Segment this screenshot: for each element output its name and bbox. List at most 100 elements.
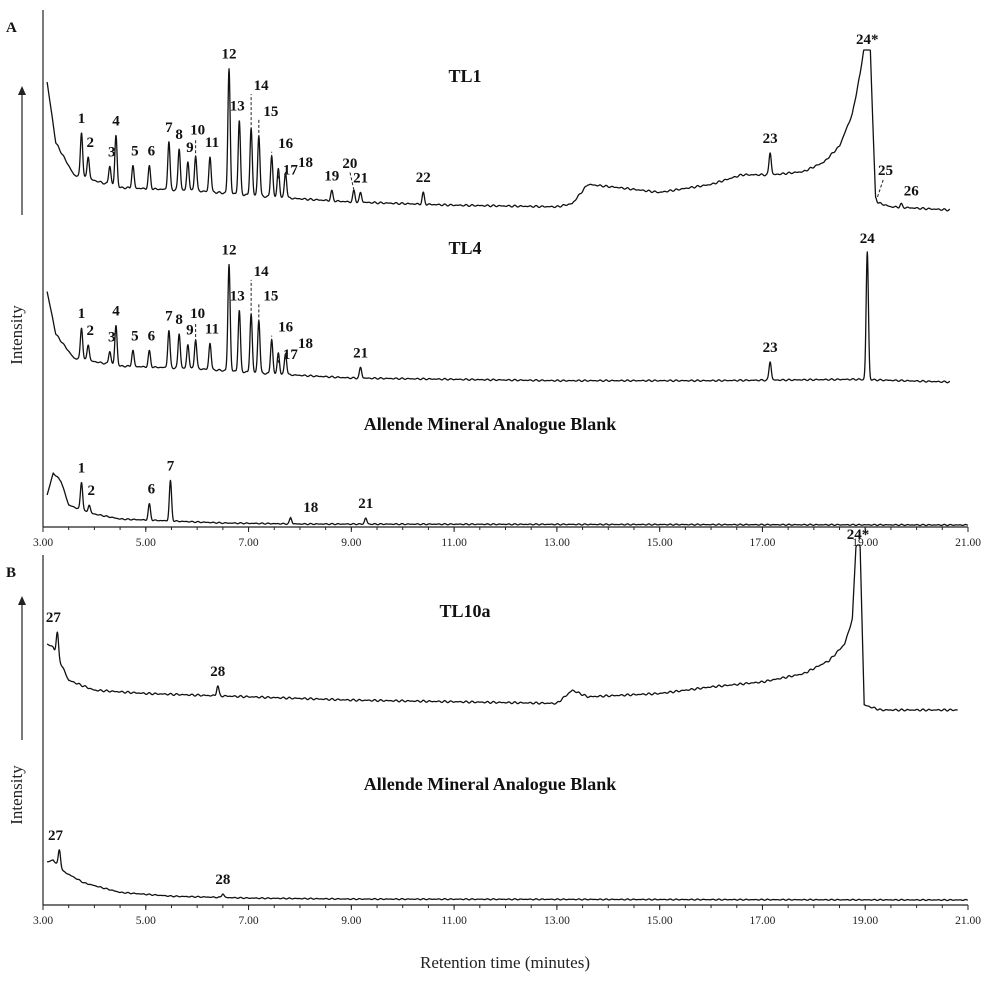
- peak-label: 24: [860, 231, 876, 247]
- peak-label: 24*: [847, 527, 870, 543]
- chromatogram-line: [46, 849, 969, 902]
- y-axis-title: Intensity: [7, 765, 26, 825]
- peak-label: 15: [263, 288, 278, 304]
- x-tick-label: 3.00: [33, 915, 53, 927]
- peak-label: 3: [108, 144, 116, 160]
- peak-label: 7: [165, 309, 173, 325]
- chromatogram-line: [46, 472, 969, 527]
- peak-label: 28: [210, 664, 225, 680]
- peak-label: 25: [878, 163, 893, 179]
- peak-leader-line: [877, 178, 884, 198]
- peak-label: 8: [175, 312, 183, 328]
- peak-label: 20: [342, 156, 357, 172]
- x-tick-label: 9.00: [341, 537, 361, 549]
- x-tick-label: 13.00: [544, 537, 570, 549]
- x-tick-label: 15.00: [647, 915, 673, 927]
- trace-tl10a: TL10a 27 28 24*: [46, 527, 958, 712]
- x-axis-title: Retention time (minutes): [420, 953, 590, 972]
- peak-label: 1: [78, 460, 86, 476]
- peak-label: 1: [78, 306, 86, 322]
- peak-label: 27: [46, 610, 62, 626]
- peak-label: 16: [278, 320, 294, 336]
- peak-label: 17: [283, 163, 299, 179]
- x-tick-label: 19.00: [852, 537, 878, 549]
- peak-label: 7: [167, 458, 175, 474]
- peak-label: 16: [278, 136, 294, 152]
- x-tick-label: 7.00: [238, 915, 258, 927]
- trace-title: Allende Mineral Analogue Blank: [364, 774, 617, 794]
- peak-label: 8: [175, 127, 183, 143]
- peak-label: 23: [763, 340, 778, 356]
- intensity-arrow-head: [18, 86, 26, 95]
- peak-label: 11: [205, 321, 219, 337]
- peak-label: 6: [148, 328, 156, 344]
- x-tick-label: 19.00: [852, 915, 878, 927]
- peak-label: 26: [904, 183, 920, 199]
- chromatogram-line: [46, 49, 951, 212]
- peak-label: 2: [88, 483, 96, 499]
- peak-label: 18: [298, 336, 313, 352]
- peak-label: 6: [148, 482, 156, 498]
- peak-label: 19: [324, 168, 339, 184]
- x-tick-label: 5.00: [136, 915, 156, 927]
- panel-a: 3.00 5.00 7.00 9.00 11.00 13.00 15.00 17.00 19.0…: [6, 10, 981, 549]
- peak-label: 13: [230, 288, 245, 304]
- peak-label: 21: [353, 345, 368, 361]
- peak-label: 18: [303, 500, 318, 516]
- peak-label: 11: [205, 135, 219, 151]
- trace-allende-mineral-analogue-blank: Allende Mineral Analogue Blank 12 67 18 21: [46, 414, 969, 527]
- trace-title: Allende Mineral Analogue Blank: [364, 414, 617, 434]
- peak-label: 18: [298, 155, 313, 171]
- trace-title: TL4: [448, 238, 481, 258]
- peak-label: 14: [254, 264, 270, 280]
- peak-label: 13: [230, 99, 245, 115]
- chromatogram-line: [46, 544, 958, 712]
- peak-label: 5: [131, 143, 139, 159]
- chromatogram-line: [46, 251, 951, 384]
- peak-label: 9: [186, 140, 194, 156]
- peak-label: 1: [78, 111, 86, 127]
- peak-label: 2: [86, 323, 94, 339]
- panel-letter: B: [6, 565, 16, 581]
- peak-label: 7: [165, 120, 173, 136]
- peak-label: 15: [263, 104, 278, 120]
- y-axis-title: Intensity: [7, 305, 26, 365]
- peak-leader-line: [349, 171, 355, 191]
- peak-label: 10: [190, 306, 205, 322]
- trace-title: TL1: [448, 66, 481, 86]
- peak-label: 21: [353, 170, 368, 186]
- panel-letter: A: [6, 20, 17, 36]
- peak-label: 12: [222, 47, 237, 63]
- x-tick-label: 21.00: [955, 915, 981, 927]
- intensity-arrow-head: [18, 596, 26, 605]
- x-tick-label: 7.00: [238, 537, 258, 549]
- x-tick-label: 11.00: [441, 915, 467, 927]
- x-tick-label: 5.00: [136, 537, 156, 549]
- x-tick-label: 9.00: [341, 915, 361, 927]
- peak-label: 6: [148, 143, 156, 159]
- x-tick-label: 3.00: [33, 537, 53, 549]
- peak-label: 3: [108, 330, 116, 346]
- x-tick-label: 21.00: [955, 537, 981, 549]
- peak-label: 5: [131, 328, 139, 344]
- peak-label: 12: [222, 243, 237, 259]
- peak-label: 10: [190, 122, 205, 138]
- peak-label: 4: [112, 113, 120, 129]
- peak-label: 9: [186, 323, 194, 339]
- x-tick-label: 17.00: [750, 915, 776, 927]
- peak-label: 22: [416, 170, 431, 186]
- peak-label: 2: [86, 135, 94, 151]
- peak-label: 27: [48, 828, 64, 844]
- peak-label: 24*: [856, 32, 879, 48]
- peak-label: 28: [215, 872, 230, 888]
- peak-label: 4: [112, 303, 120, 319]
- trace-title: TL10a: [439, 601, 490, 621]
- panel-b: 3.00 5.00 7.00 9.00 11.00 13.00 15.00 17.00 19.0…: [6, 527, 981, 927]
- x-tick-label: 13.00: [544, 915, 570, 927]
- trace-allende-mineral-analogue-blank: Allende Mineral Analogue Blank 27 28: [46, 774, 969, 902]
- peak-label: 21: [358, 496, 373, 512]
- peak-label: 23: [763, 131, 778, 147]
